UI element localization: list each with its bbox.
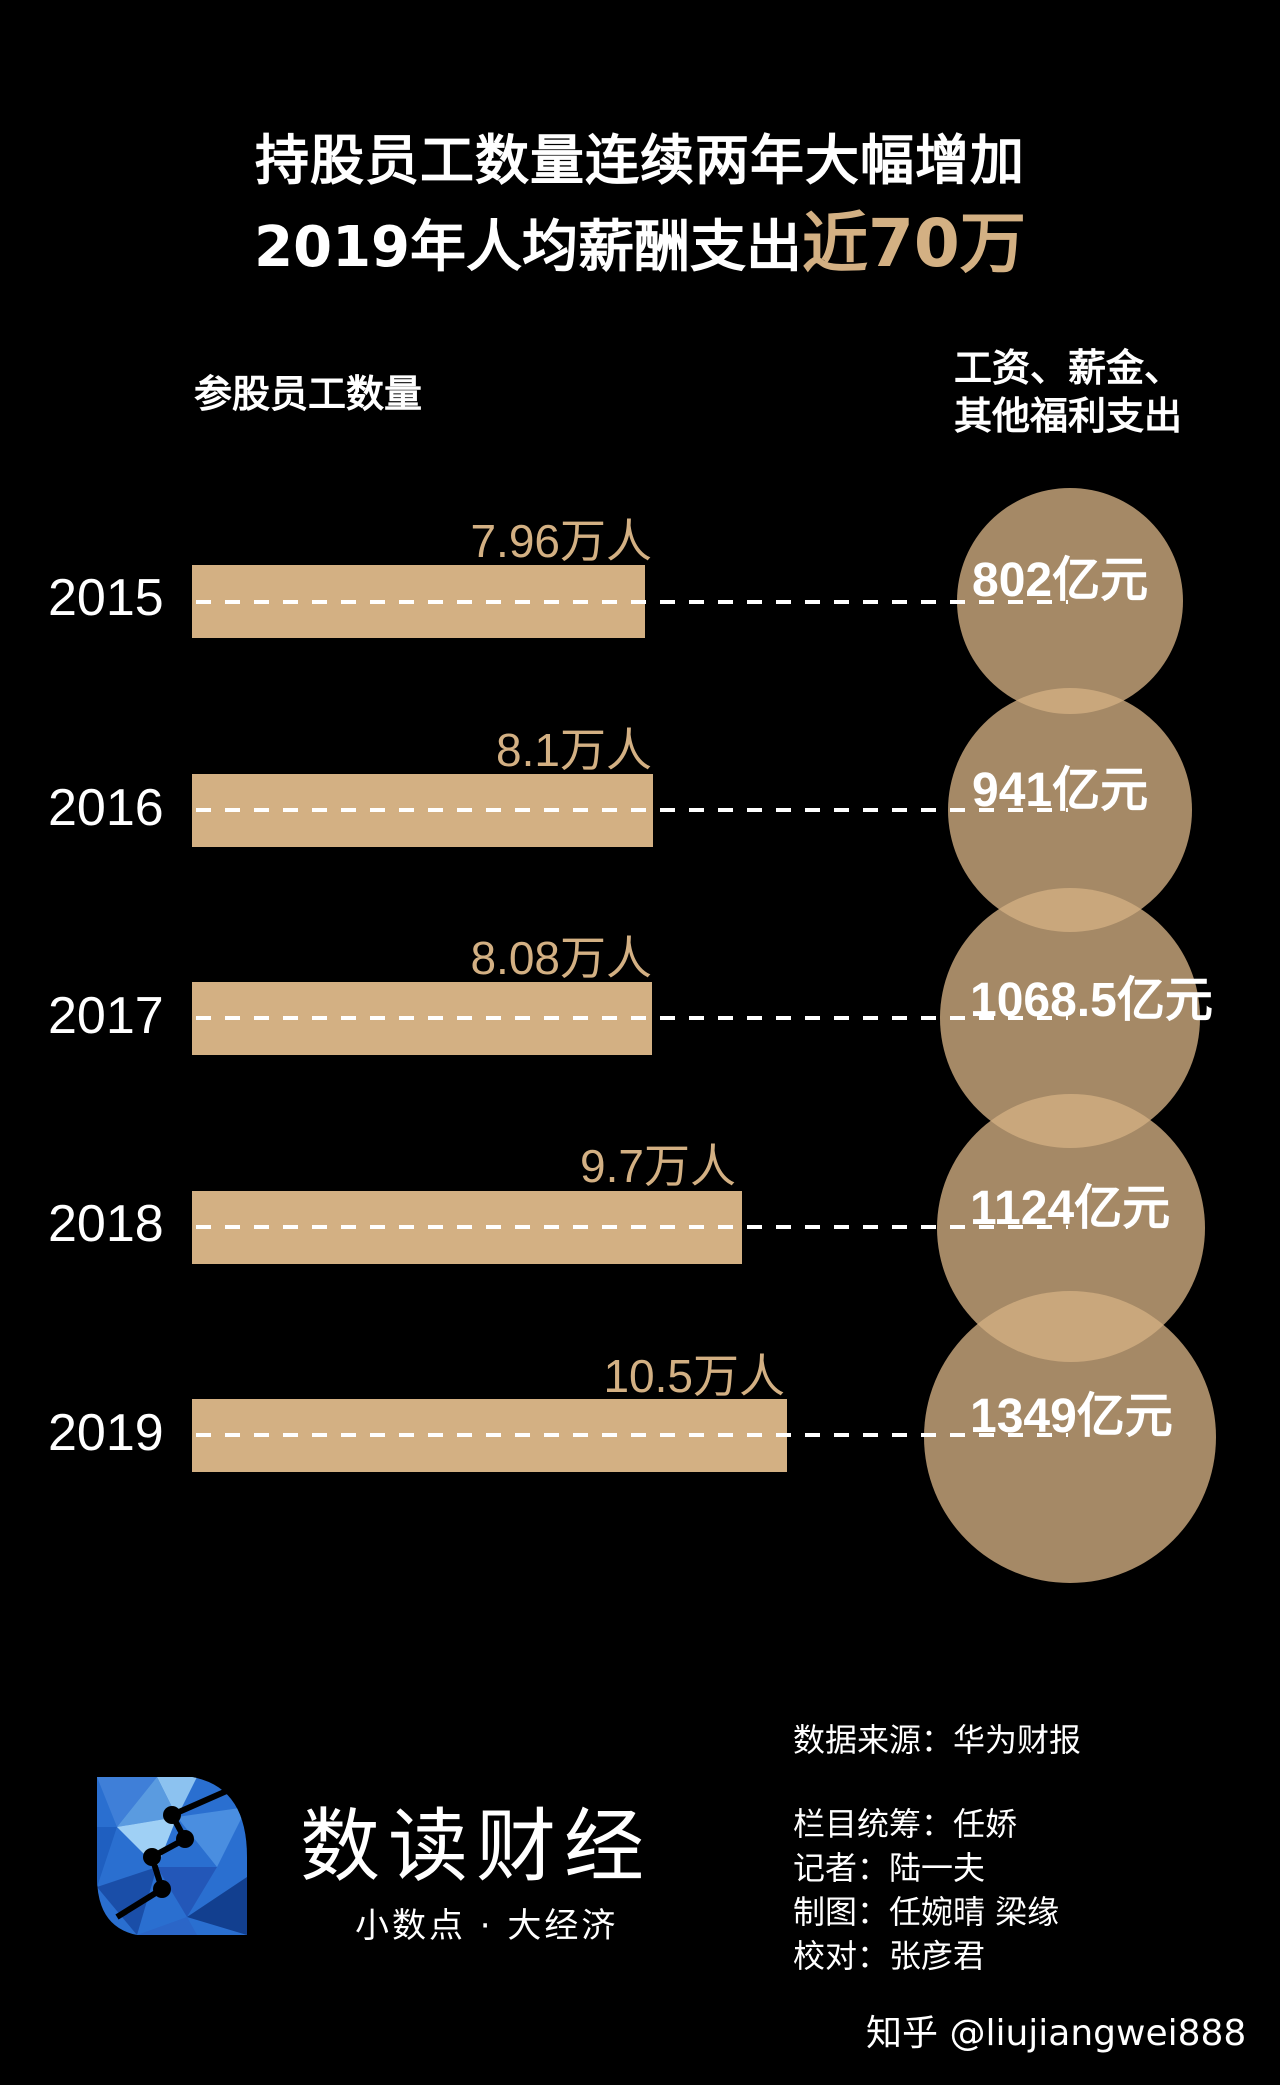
year-label-2018: 2018: [48, 1195, 164, 1253]
dashed-leader-2019: [196, 1433, 1068, 1437]
credit-editor: 栏目统筹：任娇: [793, 1805, 1018, 1843]
spending-label-2017: 1068.5亿元: [970, 974, 1213, 1027]
employees-label-2019: 10.5万人: [603, 1350, 785, 1402]
employees-label-2017: 8.08万人: [470, 932, 652, 984]
employees-label-2018: 9.7万人: [580, 1140, 736, 1192]
left-column-heading: 参股员工数量: [194, 372, 423, 416]
zhihu-watermark: 知乎 @liujiangwei888: [866, 2013, 1247, 2054]
right-heading-line-2: 其他福利支出: [953, 394, 1182, 438]
title-line-1: 持股员工数量连续两年大幅增加: [255, 129, 1025, 192]
credit-graphics: 制图：任婉晴 梁缘: [793, 1893, 1060, 1931]
right-heading-line-1: 工资、薪金、: [953, 346, 1182, 390]
credit-reporter: 记者：陆一夫: [793, 1849, 986, 1887]
year-label-2017: 2017: [48, 987, 164, 1045]
credit-proofreader: 校对：张彦君: [793, 1937, 986, 1975]
brand-name: 数读财经: [300, 1800, 652, 1893]
spending-label-2015: 802亿元: [972, 554, 1149, 607]
dashed-leader-2015: [196, 600, 1068, 604]
spending-label-2019: 1349亿元: [970, 1390, 1173, 1443]
right-column-heading: 工资、薪金、 其他福利支出: [938, 344, 1198, 440]
title-highlight: 近70万: [802, 205, 1026, 282]
dashed-leader-2018: [196, 1225, 1068, 1229]
dashed-leader-2016: [196, 808, 1068, 812]
dashed-leader-2017: [196, 1016, 1068, 1020]
credits-list: 栏目统筹：任娇 记者：陆一夫 制图：任婉晴 梁缘 校对：张彦君: [793, 1802, 1059, 1978]
year-label-2019: 2019: [48, 1404, 164, 1462]
employees-label-2016: 8.1万人: [496, 724, 652, 776]
title-line-2: 2019年人均薪酬支出近70万: [0, 190, 1280, 286]
employees-label-2015: 7.96万人: [470, 515, 652, 567]
spending-label-2018: 1124亿元: [970, 1182, 1171, 1235]
data-source: 数据来源：华为财报: [793, 1721, 1082, 1759]
title-line-2-prefix: 2019年人均薪酬支出: [254, 215, 802, 280]
year-label-2016: 2016: [48, 779, 164, 837]
brand-logo-icon: [97, 1777, 250, 1935]
spending-label-2016: 941亿元: [972, 764, 1149, 817]
spending-bubble-2019: [924, 1291, 1216, 1583]
year-label-2015: 2015: [48, 569, 164, 627]
brand-slogan: 小数点 · 大经济: [355, 1906, 619, 1946]
